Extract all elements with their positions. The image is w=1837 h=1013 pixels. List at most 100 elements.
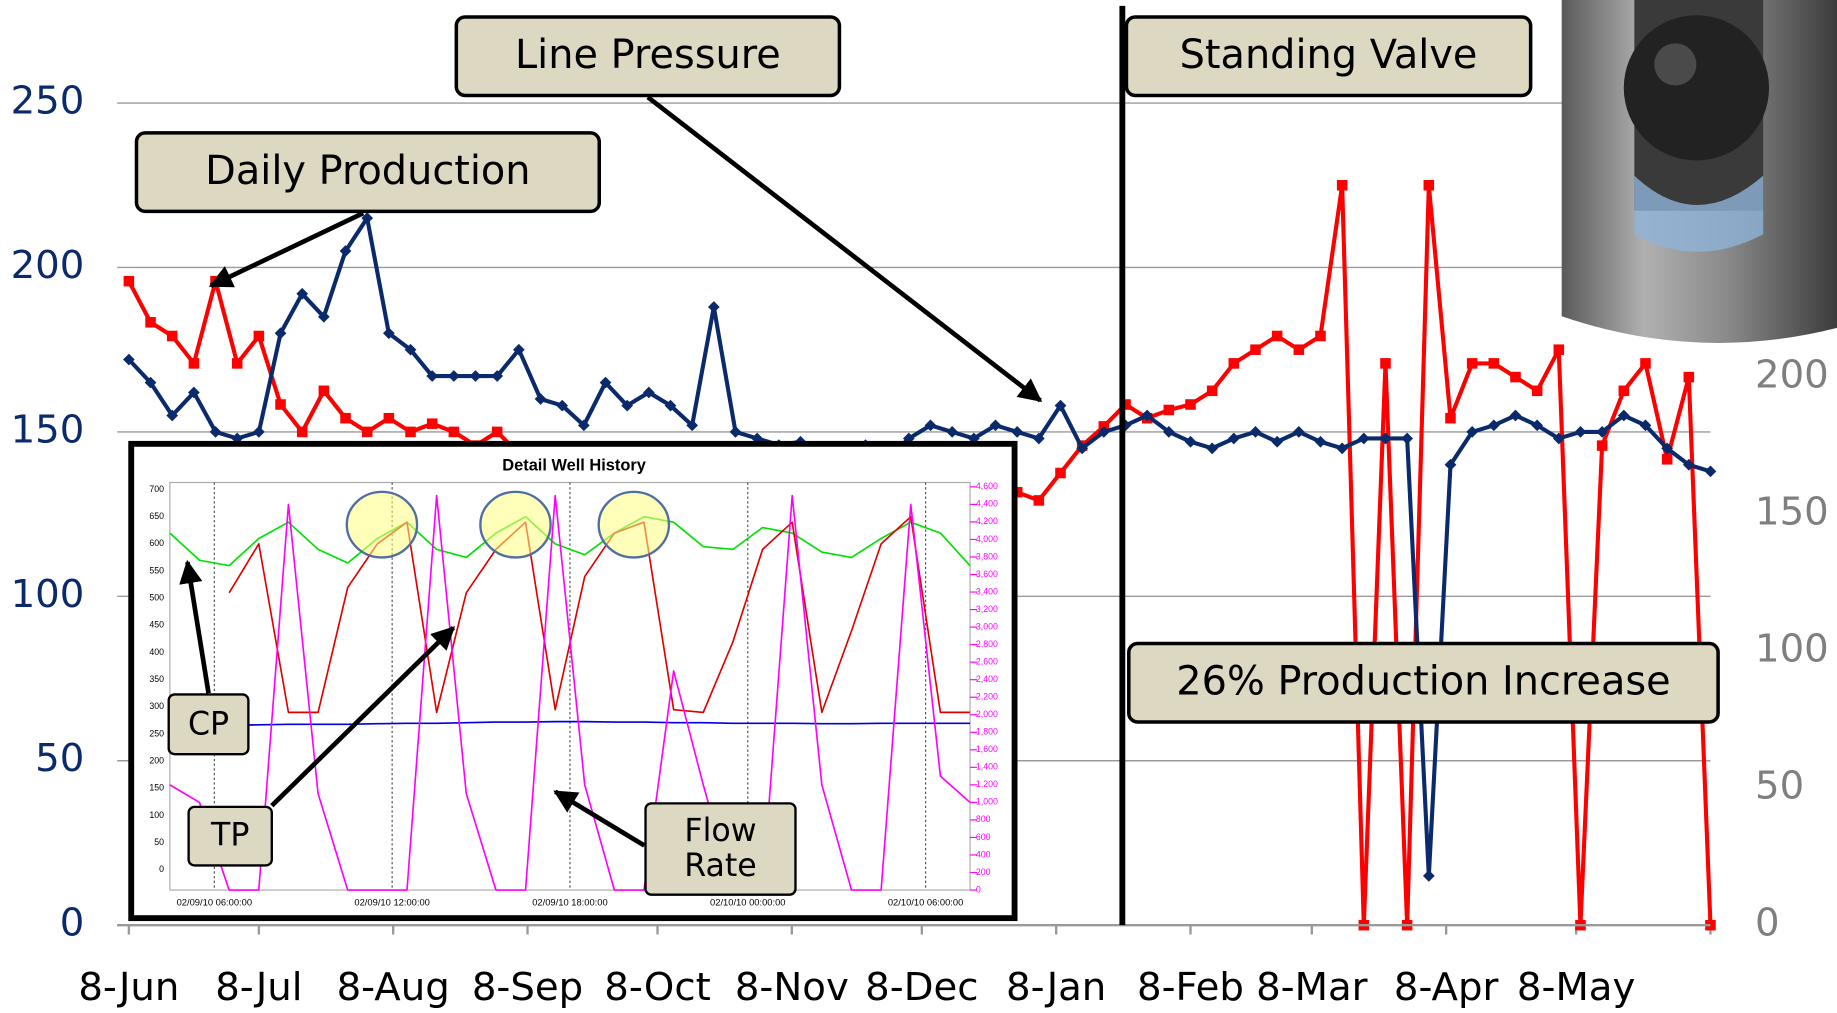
point-marker [1076, 442, 1089, 455]
y-tick-label: 350 [149, 674, 164, 684]
x-tick-label: 02/09/10 18:00:00 [532, 897, 607, 907]
y2-tick-label: 4,000 [976, 534, 998, 544]
x-tick-label: 8-Jan [1006, 965, 1106, 1010]
point-marker [1055, 467, 1066, 479]
x-tick-label: 8-Mar [1256, 965, 1368, 1010]
main-plot: 0 50 100 150 200 250 0 50 100 150 200 8-Jun 8-Jul 8-A… [11, 79, 1829, 1011]
point-marker [383, 412, 395, 424]
point-marker [1206, 442, 1219, 455]
x-tick-label: 8-Apr [1394, 965, 1499, 1010]
point-marker [664, 399, 677, 412]
y2-tick-label: 50 [1755, 764, 1804, 809]
y2-tick-label: 3,800 [976, 551, 998, 561]
inset-title: Detail Well History [502, 456, 646, 474]
point-marker [1141, 409, 1154, 422]
y2-tick-label: 1,600 [976, 744, 998, 754]
x-tick-label: 8-May [1517, 965, 1635, 1010]
point-marker [1683, 371, 1695, 383]
point-marker [296, 287, 309, 300]
series-line [228, 515, 971, 714]
point-marker [318, 385, 330, 397]
x-tick-label: 8-Dec [865, 965, 978, 1010]
annotation: 26% Production Increase [1127, 641, 1720, 724]
point-marker [1488, 358, 1500, 369]
point-marker [275, 399, 286, 410]
x-tick-label: 02/10/10 00:00:00 [710, 897, 785, 907]
point-marker [1185, 399, 1196, 410]
point-marker [1423, 179, 1435, 191]
point-marker [1661, 442, 1673, 455]
annotation: Flow Rate [644, 802, 797, 896]
point-marker [253, 426, 265, 438]
annotation: Daily Production [134, 131, 602, 214]
x-tick-label: 8-Jun [78, 965, 179, 1010]
point-marker [1336, 179, 1348, 191]
point-marker [1553, 344, 1565, 355]
y2-tick-label: 2,400 [976, 674, 998, 684]
x-tick-label: 02/09/10 06:00:00 [177, 897, 252, 907]
point-marker [405, 426, 416, 438]
y2-tick-label: 2,200 [976, 692, 998, 702]
y2-tick-label: 1,800 [976, 727, 998, 737]
y-tick-label: 250 [149, 728, 164, 738]
y2-tick-label: 2,800 [976, 639, 998, 649]
point-marker [123, 275, 135, 287]
y2-tick-label: 1,400 [976, 762, 998, 772]
point-marker [448, 426, 460, 438]
y2-tick-label: 2,000 [976, 709, 998, 719]
point-marker [166, 409, 179, 422]
point-marker [686, 419, 699, 432]
series-line [169, 515, 971, 567]
y2-tick-label: 200 [1755, 353, 1829, 398]
point-marker [1531, 419, 1544, 432]
point-marker [556, 399, 569, 412]
point-marker [621, 399, 634, 412]
point-marker [924, 419, 937, 432]
y2-tick-label: 100 [1755, 627, 1829, 672]
y-tick-label: 150 [11, 407, 85, 452]
point-marker [1120, 399, 1131, 410]
y-tick-label: 500 [149, 593, 164, 603]
point-marker [231, 358, 243, 369]
point-marker [1704, 465, 1717, 478]
point-marker [253, 330, 265, 342]
series-line [127, 216, 1712, 878]
x-tick-label: 8-Oct [604, 965, 710, 1010]
point-marker [989, 419, 1002, 432]
point-marker [946, 426, 959, 438]
y2-tick-label: 3,400 [976, 586, 998, 596]
inset-plot: 0 50 100 150 200 250 300 350 400 450 500 550 600 650 7… [149, 481, 998, 907]
y2-tick-label: 3,600 [976, 569, 998, 579]
point-marker [1163, 404, 1175, 416]
point-marker [1250, 344, 1261, 355]
point-marker [1445, 412, 1456, 424]
point-marker [145, 317, 156, 328]
point-marker [1466, 358, 1478, 369]
y2-tick-label: 4,200 [976, 516, 998, 526]
y-tick-label: 300 [149, 701, 164, 711]
point-marker [1618, 385, 1630, 397]
point-marker [296, 426, 308, 438]
point-marker [707, 301, 720, 313]
highlight-circles [345, 490, 671, 559]
y2-tick-label: 2,600 [976, 656, 998, 666]
y-tick-label: 450 [149, 620, 164, 630]
annotation: Line Pressure [454, 15, 842, 98]
point-marker [1271, 330, 1283, 342]
point-marker [1011, 426, 1024, 438]
point-marker [1228, 358, 1240, 369]
y-tick-label: 50 [35, 736, 84, 781]
point-marker [188, 358, 200, 369]
y2-tick-label: 200 [976, 867, 991, 877]
point-marker [340, 412, 351, 424]
point-marker [166, 330, 178, 342]
point-marker [1531, 385, 1543, 397]
y2-tick-label: 1,200 [976, 779, 998, 789]
point-marker [729, 426, 742, 438]
point-marker [1422, 869, 1435, 882]
point-marker [1206, 385, 1218, 397]
x-tick-label: 8-Feb [1137, 965, 1244, 1010]
point-marker [1682, 458, 1695, 471]
